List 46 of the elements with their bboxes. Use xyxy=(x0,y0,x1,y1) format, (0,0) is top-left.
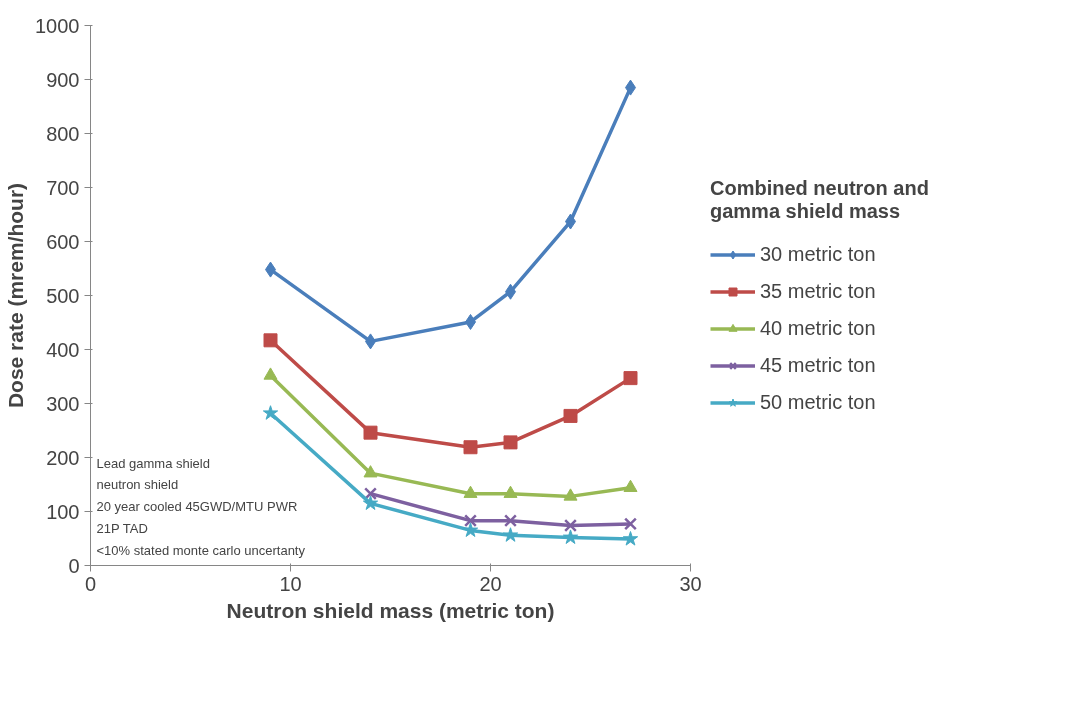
y-tick-label: 700 xyxy=(46,176,80,199)
point xyxy=(563,518,578,533)
point xyxy=(263,333,278,348)
point xyxy=(503,485,518,498)
point xyxy=(363,487,378,501)
y-tick-label: 0 xyxy=(68,554,80,577)
point xyxy=(503,514,518,528)
legend-label: 40 metric ton xyxy=(760,316,876,340)
y-tick-label: 900 xyxy=(46,68,80,91)
point xyxy=(503,435,518,450)
y-axis-title: Dose rate (mrem/hour) xyxy=(4,182,28,409)
legend-title: Combined neutron and gamma shield mass xyxy=(710,176,929,223)
legend-label: 35 metric ton xyxy=(760,279,876,303)
y-tick-label: 300 xyxy=(46,392,80,415)
y-tick-label: 400 xyxy=(46,338,80,361)
x-axis-title: Neutron shield mass (metric ton) xyxy=(226,598,555,622)
point xyxy=(463,485,478,498)
legend-label: 30 metric ton xyxy=(760,242,876,266)
point xyxy=(262,405,279,420)
y-tick-label: 200 xyxy=(46,446,80,469)
y-tick-label: 800 xyxy=(46,122,80,145)
legend-label: 45 metric ton xyxy=(760,353,876,377)
annotation: Lead gamma shield neutron shield 20 year cooled 45GWD/MTU PWR 21P TAD <10% stated monte carlo uncertanty xyxy=(96,455,306,558)
point xyxy=(623,517,638,531)
point xyxy=(363,465,378,478)
y-tick-label: 1000 xyxy=(35,14,80,37)
x-tick-label: 10 xyxy=(279,572,302,595)
point xyxy=(623,479,638,492)
point xyxy=(562,529,579,544)
point xyxy=(622,531,639,546)
y-tick-label: 100 xyxy=(46,500,80,523)
x-tick-label: 20 xyxy=(479,572,502,595)
point xyxy=(362,495,379,510)
point xyxy=(463,514,478,528)
point xyxy=(502,527,519,542)
point xyxy=(623,371,638,386)
point xyxy=(363,425,378,440)
point xyxy=(563,408,578,423)
x-tick-label: 0 xyxy=(84,572,97,595)
y-tick-label: 600 xyxy=(46,230,80,253)
point xyxy=(563,488,578,501)
y-tick-label: 500 xyxy=(46,284,80,307)
point xyxy=(263,367,278,380)
legend-label: 50 metric ton xyxy=(760,390,876,414)
x-tick-label: 30 xyxy=(679,572,702,595)
point xyxy=(463,440,478,455)
